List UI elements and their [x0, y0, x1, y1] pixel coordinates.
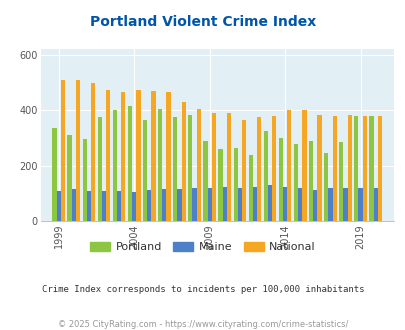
Bar	[287, 111, 291, 221]
Bar	[226, 113, 230, 221]
Bar	[237, 188, 241, 221]
Bar	[343, 188, 347, 221]
Bar	[151, 91, 155, 221]
Bar	[338, 142, 343, 221]
Bar	[302, 111, 306, 221]
Bar	[271, 116, 276, 221]
Bar	[207, 188, 211, 221]
Bar	[317, 115, 321, 221]
Bar	[128, 106, 132, 221]
Bar	[233, 148, 237, 221]
Bar	[278, 138, 282, 221]
Bar	[323, 153, 328, 221]
Bar	[158, 109, 162, 221]
Bar	[72, 189, 76, 221]
Bar	[52, 128, 56, 221]
Bar	[218, 149, 222, 221]
Bar	[162, 189, 166, 221]
Text: © 2025 CityRating.com - https://www.cityrating.com/crime-statistics/: © 2025 CityRating.com - https://www.city…	[58, 320, 347, 329]
Bar	[98, 117, 102, 221]
Legend: Portland, Maine, National: Portland, Maine, National	[85, 238, 320, 257]
Bar	[241, 120, 245, 221]
Bar	[252, 186, 256, 221]
Bar	[373, 188, 377, 221]
Bar	[91, 83, 95, 221]
Bar	[211, 113, 215, 221]
Bar	[106, 90, 110, 221]
Bar	[173, 117, 177, 221]
Bar	[263, 131, 267, 221]
Bar	[177, 189, 181, 221]
Bar	[308, 141, 312, 221]
Bar	[282, 186, 287, 221]
Bar	[136, 90, 140, 221]
Bar	[67, 135, 72, 221]
Bar	[358, 188, 362, 221]
Bar	[369, 116, 373, 221]
Bar	[377, 116, 381, 221]
Bar	[328, 188, 332, 221]
Bar	[256, 117, 261, 221]
Bar	[248, 155, 252, 221]
Bar	[121, 92, 125, 221]
Bar	[181, 102, 185, 221]
Bar	[196, 109, 200, 221]
Bar	[117, 191, 121, 221]
Bar	[347, 115, 351, 221]
Bar	[82, 140, 87, 221]
Bar	[297, 188, 302, 221]
Bar	[222, 187, 226, 221]
Bar	[203, 141, 207, 221]
Bar	[56, 191, 61, 221]
Bar	[332, 116, 336, 221]
Bar	[76, 80, 80, 221]
Text: Portland Violent Crime Index: Portland Violent Crime Index	[90, 15, 315, 29]
Bar	[354, 116, 358, 221]
Bar	[147, 190, 151, 221]
Bar	[87, 191, 91, 221]
Bar	[267, 185, 271, 221]
Bar	[61, 80, 65, 221]
Bar	[166, 92, 170, 221]
Bar	[188, 115, 192, 221]
Bar	[132, 192, 136, 221]
Bar	[102, 191, 106, 221]
Bar	[143, 120, 147, 221]
Bar	[113, 111, 117, 221]
Text: Crime Index corresponds to incidents per 100,000 inhabitants: Crime Index corresponds to incidents per…	[42, 285, 363, 294]
Bar	[362, 116, 366, 221]
Bar	[312, 190, 317, 221]
Bar	[293, 144, 297, 221]
Bar	[192, 188, 196, 221]
